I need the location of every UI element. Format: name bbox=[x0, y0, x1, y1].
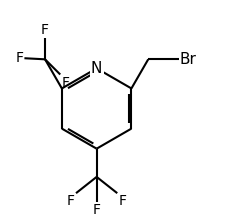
Text: F: F bbox=[92, 203, 100, 217]
Text: F: F bbox=[41, 22, 49, 37]
Text: Br: Br bbox=[179, 52, 196, 67]
Text: F: F bbox=[61, 76, 69, 90]
Text: F: F bbox=[118, 194, 126, 208]
Text: N: N bbox=[91, 61, 102, 76]
Text: F: F bbox=[15, 51, 23, 65]
Text: F: F bbox=[67, 194, 75, 208]
